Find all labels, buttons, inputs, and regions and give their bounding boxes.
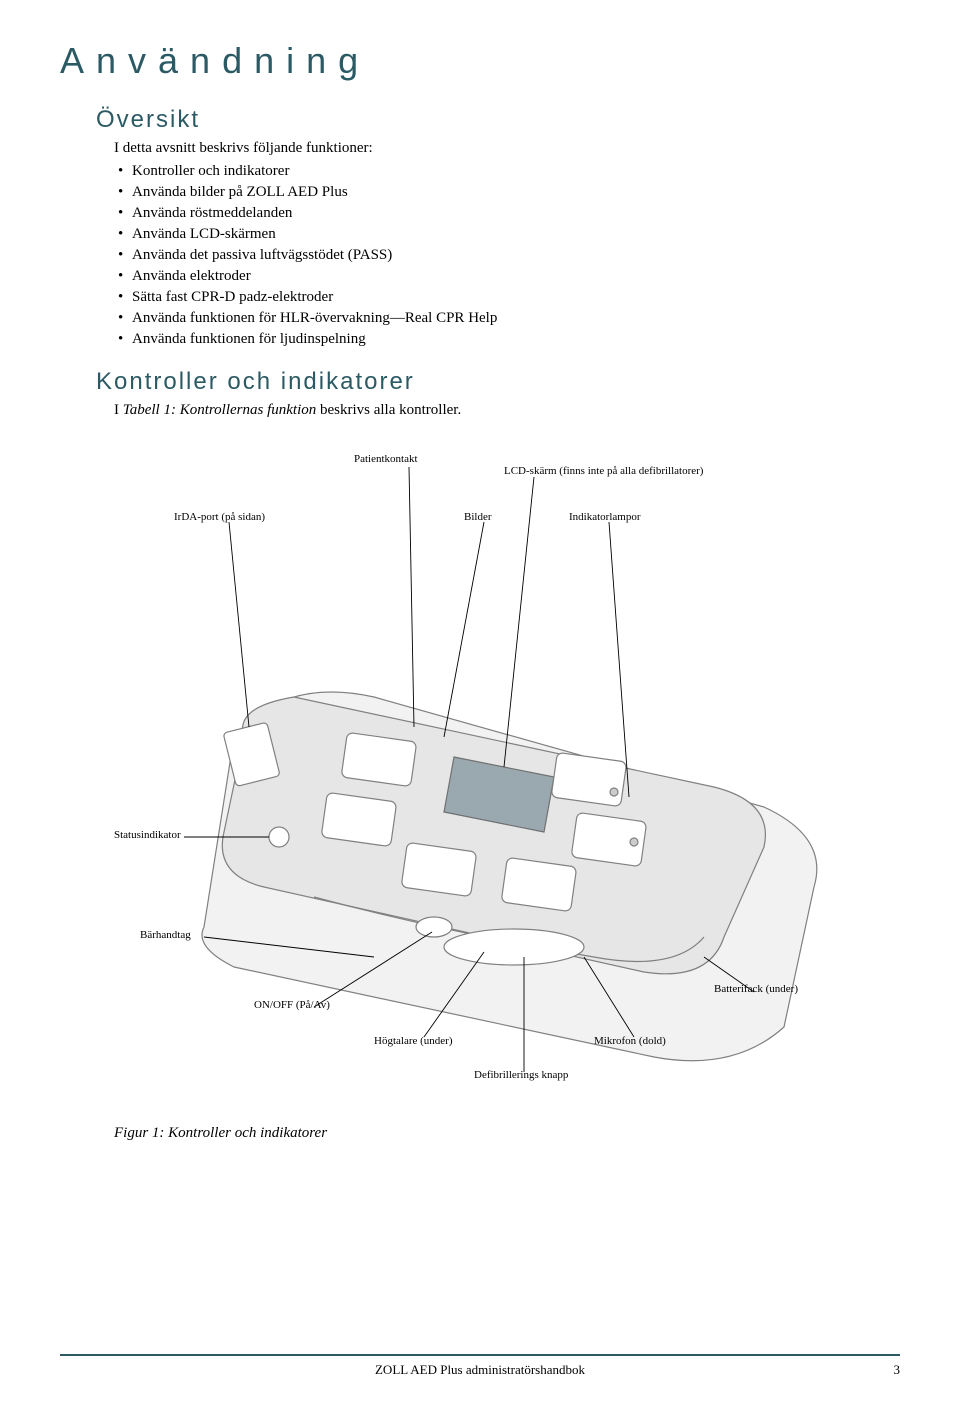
list-item: Använda funktionen för HLR-övervakning—R… [132,308,900,329]
list-item: Använda funktionen för ljudinspelning [132,329,900,350]
label-patient-contact: Patientkontakt [354,453,418,465]
section-controls-heading: Kontroller och indikatorer [96,368,900,396]
overview-bullet-list: Kontroller och indikatorer Använda bilde… [132,161,900,350]
section-overview-heading: Översikt [96,106,900,134]
list-item: Använda bilder på ZOLL AED Plus [132,182,900,203]
overview-intro: I detta avsnitt beskrivs följande funkti… [114,140,900,157]
label-handle: Bärhandtag [140,929,191,941]
label-bilder: Bilder [464,511,492,523]
footer-divider [60,1354,900,1356]
list-item: Kontroller och indikatorer [132,161,900,182]
desc-suffix: beskrivs alla kontroller. [316,402,461,418]
device-figure: Patientkontakt LCD-skärm (finns inte på … [114,437,874,1117]
label-battery: Batterifack (under) [714,983,798,995]
label-status: Statusindikator [114,829,181,841]
page-title: Användning [60,40,900,82]
label-speaker: Högtalare (under) [374,1035,453,1047]
label-onoff: ON/OFF (På/Av) [254,999,330,1011]
list-item: Använda LCD-skärmen [132,224,900,245]
list-item: Använda elektroder [132,266,900,287]
label-indicator-lamps: Indikatorlampor [569,511,640,523]
controls-desc: I Tabell 1: Kontrollernas funktion beskr… [114,402,900,419]
desc-prefix: I [114,402,123,418]
footer-text: ZOLL AED Plus administratörshandbok [0,1362,960,1378]
figure-caption: Figur 1: Kontroller och indikatorer [114,1125,900,1142]
footer-page-number: 3 [894,1362,901,1378]
label-mic: Mikrofon (dold) [594,1035,666,1047]
list-item: Sätta fast CPR-D padz-elektroder [132,287,900,308]
label-lcd: LCD-skärm (finns inte på alla defibrilla… [504,465,703,477]
label-irda: IrDA-port (på sidan) [174,511,265,523]
list-item: Använda röstmeddelanden [132,203,900,224]
list-item: Använda det passiva luftvägsstödet (PASS… [132,245,900,266]
device-diagram-svg [114,437,874,1117]
label-defib: Defibrillerings knapp [474,1069,568,1081]
desc-emphasis: Tabell 1: Kontrollernas funktion [123,402,316,418]
